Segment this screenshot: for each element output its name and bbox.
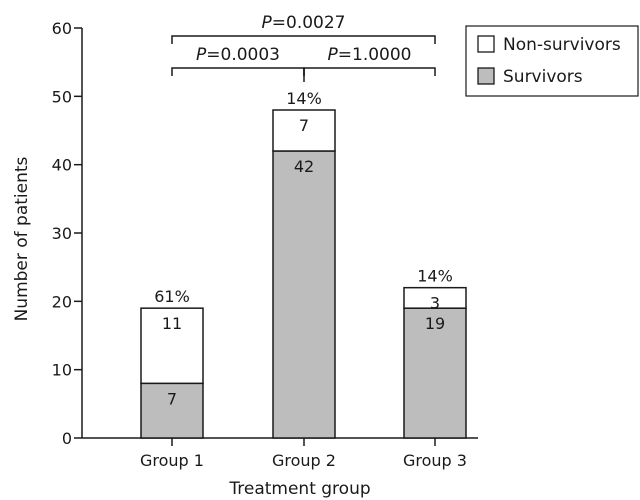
segment-value-label: 7 [299,116,309,135]
x-axis-title: Treatment group [228,479,370,499]
x-tick-label: Group 2 [272,451,336,470]
p-value: =0.0003 [206,45,280,65]
legend: Non-survivors Survivors [465,25,639,97]
bars: 7 11 61% 42 7 14% 193 14% [140,89,467,439]
p-value: =0.0027 [272,13,346,33]
significance-bracket [303,67,436,76]
p-value-label: P=1.0000 [328,45,412,65]
legend-swatch [477,35,495,53]
non-survivors-bar-segment [403,286,467,309]
p-symbol: P [196,45,207,65]
y-tick-label: 30 [52,224,72,243]
percent-label: 61% [154,287,190,306]
legend-label: Non-survivors [503,35,621,55]
y-tick-label: 40 [52,156,72,175]
percent-label: 14% [286,89,322,108]
p-symbol: P [262,13,273,33]
segment-value-label: 11 [162,314,182,333]
survivors-bar-segment [140,382,204,439]
p-symbol: P [328,45,339,65]
y-tick-label: 60 [52,19,72,38]
p-value-label: P=0.0003 [196,45,280,65]
segment-value-label: 7 [167,389,177,408]
percent-label: 14% [417,267,453,286]
y-axis: 0 10 20 30 40 50 60 [52,19,83,448]
y-tick-label: 20 [52,292,72,311]
y-tick-label: 50 [52,87,72,106]
p-value-label: P=0.0027 [262,13,346,33]
non-survivors-bar-segment [140,307,204,385]
legend-box [465,25,639,97]
significance-bracket [171,35,436,44]
y-tick-label: 10 [52,361,72,380]
significance-bracket [171,67,305,76]
non-survivors-bar-segment [272,109,336,152]
x-axis: Group 1 Group 2 Group 3 [82,437,478,470]
p-value: =1.0000 [338,45,412,65]
x-tick-label: Group 3 [403,451,467,470]
survivors-bar-segment [272,150,336,439]
legend-swatch [477,67,495,85]
y-axis-title: Number of patients [12,156,32,321]
x-tick-label: Group 1 [140,451,204,470]
segment-value-label: 3 [430,294,440,313]
y-tick-label: 0 [62,429,72,448]
segment-value-label: 42 [294,157,314,176]
legend-label: Survivors [503,67,583,87]
segment-value-label: 19 [425,314,445,333]
